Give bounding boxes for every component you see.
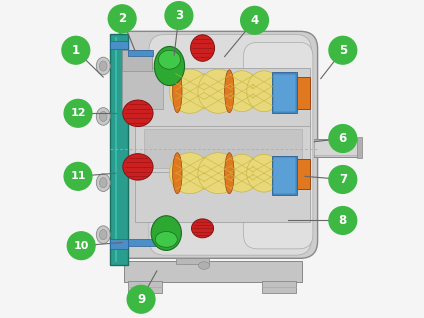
Text: 9: 9	[137, 293, 145, 306]
FancyBboxPatch shape	[113, 31, 318, 258]
Bar	[297, 77, 310, 108]
Text: 2: 2	[118, 12, 126, 25]
Ellipse shape	[173, 70, 182, 113]
Circle shape	[241, 6, 268, 34]
Bar	[128, 50, 153, 56]
Bar	[315, 139, 360, 157]
Bar	[135, 121, 310, 176]
Ellipse shape	[154, 46, 184, 86]
Bar	[176, 258, 209, 264]
Circle shape	[329, 207, 357, 234]
Bar	[135, 68, 310, 126]
Circle shape	[67, 232, 95, 259]
Ellipse shape	[198, 69, 239, 113]
Bar	[122, 50, 152, 71]
Text: 8: 8	[339, 214, 347, 227]
Circle shape	[64, 100, 92, 127]
Bar	[109, 41, 128, 49]
Ellipse shape	[155, 232, 177, 247]
Ellipse shape	[123, 154, 153, 180]
Ellipse shape	[247, 154, 282, 192]
Circle shape	[165, 2, 193, 30]
Bar	[315, 140, 359, 155]
Ellipse shape	[170, 153, 210, 194]
Ellipse shape	[198, 153, 239, 194]
Text: 4: 4	[251, 14, 259, 27]
Ellipse shape	[247, 71, 282, 112]
Bar	[128, 281, 162, 293]
Ellipse shape	[96, 107, 110, 125]
Ellipse shape	[198, 262, 210, 269]
Bar	[109, 239, 128, 249]
Text: 3: 3	[175, 9, 183, 22]
Text: 10: 10	[73, 241, 89, 251]
Circle shape	[64, 162, 92, 190]
Ellipse shape	[100, 177, 107, 188]
Text: 6: 6	[339, 132, 347, 145]
Bar	[273, 157, 296, 194]
Bar	[297, 159, 310, 189]
Circle shape	[329, 125, 357, 152]
Bar	[144, 129, 302, 169]
Circle shape	[329, 36, 357, 64]
Ellipse shape	[170, 69, 210, 113]
FancyBboxPatch shape	[149, 34, 311, 255]
Bar	[272, 156, 297, 195]
Ellipse shape	[173, 153, 182, 194]
Bar	[357, 137, 362, 158]
Text: 1: 1	[72, 44, 80, 57]
Text: 7: 7	[339, 173, 347, 186]
Ellipse shape	[100, 111, 107, 121]
Ellipse shape	[151, 216, 181, 250]
Ellipse shape	[96, 57, 110, 75]
Bar	[109, 34, 128, 265]
Ellipse shape	[225, 71, 259, 112]
Ellipse shape	[225, 154, 259, 192]
Ellipse shape	[100, 230, 107, 240]
Circle shape	[62, 36, 90, 64]
Bar	[122, 71, 163, 108]
Circle shape	[329, 166, 357, 193]
Bar	[124, 261, 302, 282]
Ellipse shape	[96, 226, 110, 244]
Ellipse shape	[192, 219, 214, 238]
Ellipse shape	[159, 50, 181, 69]
FancyBboxPatch shape	[243, 42, 313, 249]
Circle shape	[108, 5, 136, 33]
Text: 12: 12	[70, 108, 86, 118]
Bar	[262, 281, 296, 293]
Ellipse shape	[123, 100, 153, 127]
Ellipse shape	[225, 70, 234, 113]
Text: 11: 11	[70, 171, 86, 181]
Bar	[273, 74, 296, 112]
Circle shape	[127, 285, 155, 313]
Ellipse shape	[96, 174, 110, 191]
Text: 5: 5	[339, 44, 347, 57]
Bar	[128, 239, 159, 246]
Ellipse shape	[190, 35, 215, 61]
Ellipse shape	[225, 153, 234, 194]
Bar	[135, 172, 310, 222]
Bar	[272, 72, 297, 113]
Ellipse shape	[100, 61, 107, 71]
